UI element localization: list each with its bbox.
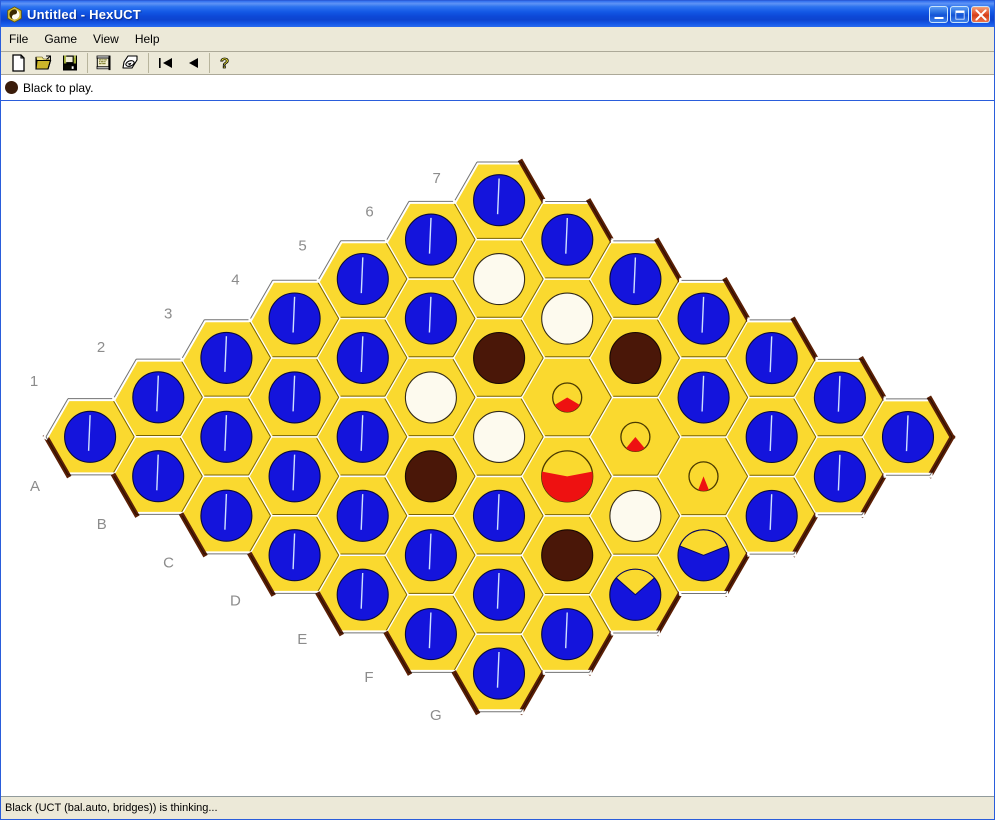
svg-text:7: 7 <box>433 170 441 187</box>
svg-text:D: D <box>230 593 241 610</box>
svg-text:E: E <box>297 631 307 648</box>
svg-text:6: 6 <box>365 204 373 221</box>
svg-text:B: B <box>97 516 107 533</box>
svg-text:3: 3 <box>164 305 172 322</box>
svg-text:F: F <box>364 669 373 686</box>
svg-text:?: ? <box>220 55 229 72</box>
svg-text:2: 2 <box>97 339 105 356</box>
svg-text:G: G <box>430 707 442 724</box>
svg-text:4: 4 <box>231 271 239 288</box>
svg-text:C: C <box>163 554 174 571</box>
svg-text:5: 5 <box>298 238 306 255</box>
svg-text:1: 1 <box>30 373 38 390</box>
svg-text:A: A <box>30 478 40 495</box>
